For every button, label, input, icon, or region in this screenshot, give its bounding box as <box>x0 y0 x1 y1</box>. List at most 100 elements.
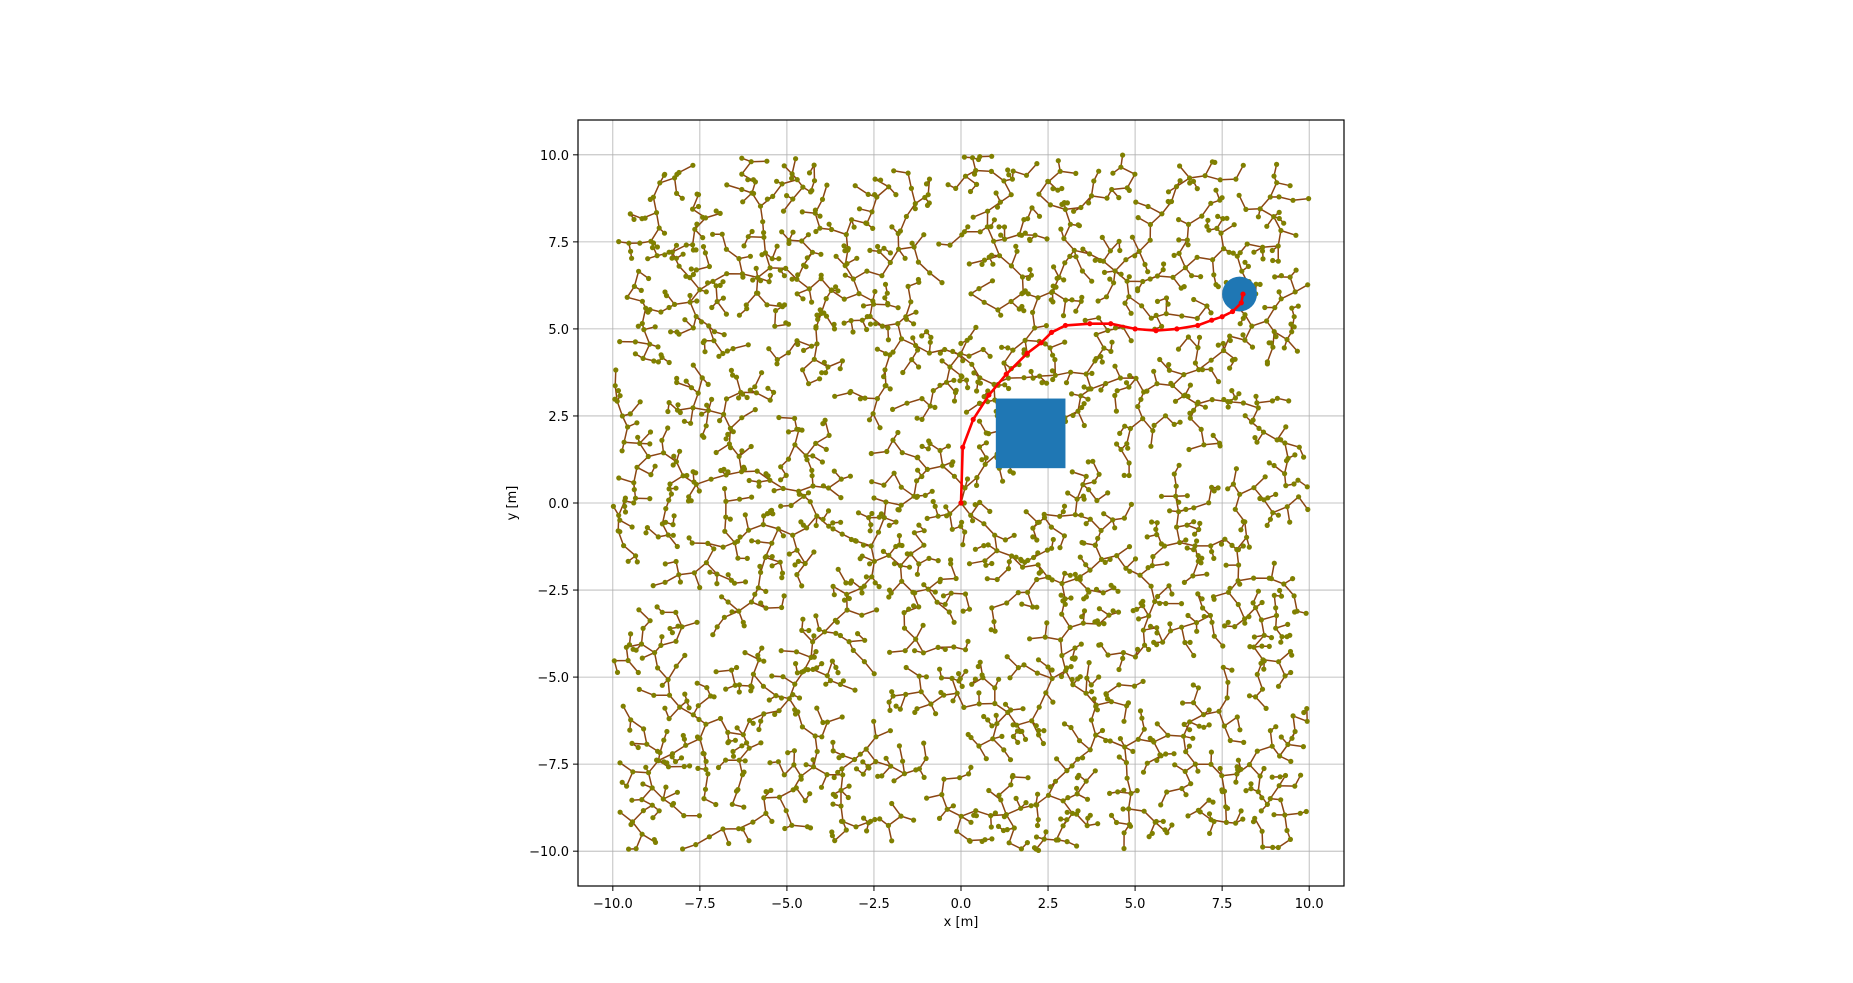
tree-node <box>773 308 779 314</box>
tree-node <box>1173 483 1179 489</box>
tree-node <box>1220 340 1226 347</box>
tree-node <box>799 669 805 675</box>
tree-node <box>979 838 985 845</box>
tree-node <box>1107 276 1113 282</box>
tree-node <box>1176 237 1182 243</box>
tree-node <box>1025 589 1031 595</box>
tree-node <box>662 705 668 711</box>
tree-node <box>1069 391 1075 397</box>
tree-node <box>662 252 668 258</box>
tree-node <box>940 593 947 599</box>
tree-node <box>1048 297 1054 303</box>
tree-node <box>769 673 775 679</box>
tree-node <box>818 272 824 278</box>
tree-node <box>740 391 746 397</box>
tree-node <box>807 791 813 797</box>
tree-node <box>670 532 676 538</box>
tree-node <box>683 242 689 248</box>
tree-node <box>857 396 864 402</box>
tree-node <box>868 543 874 549</box>
tree-node <box>617 517 623 523</box>
tree-node <box>772 711 778 718</box>
tree-node <box>1062 339 1068 345</box>
tree-node <box>1289 329 1295 335</box>
tree-node <box>793 661 799 667</box>
tree-node <box>1047 784 1054 790</box>
tree-node <box>634 464 640 470</box>
tree-node <box>1092 257 1098 263</box>
tree-node <box>729 801 735 807</box>
tree-node <box>1141 726 1147 732</box>
tree-node <box>908 185 915 191</box>
tree-node <box>628 821 634 828</box>
tree-node <box>1122 423 1128 429</box>
tree-node <box>654 253 660 259</box>
tree-node <box>967 838 973 844</box>
tree-node <box>998 312 1004 318</box>
tree-node <box>965 638 971 645</box>
tree-node <box>667 625 673 632</box>
tree-node <box>1199 555 1205 561</box>
tree-node <box>786 240 792 246</box>
tree-node <box>887 386 893 392</box>
tree-node <box>1242 259 1248 265</box>
tree-node <box>750 819 756 825</box>
tree-node <box>1022 736 1029 743</box>
y-tick-label: 0.0 <box>548 497 569 512</box>
tree-node <box>839 766 845 772</box>
tree-node <box>813 228 819 235</box>
tree-node <box>867 247 873 253</box>
tree-node <box>713 801 719 808</box>
tree-node <box>860 759 866 765</box>
tree-node <box>758 740 764 746</box>
tree-node <box>783 320 789 326</box>
tree-node <box>1278 593 1285 599</box>
tree-node <box>1019 291 1025 297</box>
tree-node <box>1048 524 1054 530</box>
tree-node <box>1185 393 1191 399</box>
tree-node <box>794 276 800 282</box>
tree-node <box>1114 553 1120 559</box>
tree-node <box>878 177 884 183</box>
tree-node <box>759 252 765 258</box>
tree-node <box>1180 733 1187 739</box>
tree-node <box>812 733 818 739</box>
tree-node <box>891 778 897 784</box>
tree-node <box>958 813 964 819</box>
tree-node <box>1006 559 1012 565</box>
tree-node <box>811 633 817 639</box>
tree-node <box>619 448 625 454</box>
tree-node <box>752 407 758 413</box>
tree-node <box>1254 400 1260 406</box>
tree-node <box>749 538 755 544</box>
tree-node <box>806 627 812 634</box>
tree-node <box>1052 372 1058 378</box>
circle-obstacle <box>1222 276 1257 312</box>
tree-node <box>663 519 669 525</box>
tree-node <box>1165 732 1171 738</box>
tree-node <box>758 278 764 284</box>
tree-node <box>1182 265 1188 271</box>
tree-node <box>1306 196 1312 202</box>
tree-node <box>1096 168 1102 174</box>
tree-node <box>831 326 838 332</box>
tree-node <box>614 669 621 676</box>
tree-node <box>1199 213 1205 219</box>
tree-node <box>776 256 782 262</box>
tree-node <box>756 726 762 733</box>
tree-node <box>924 466 931 472</box>
tree-node <box>1127 425 1133 432</box>
tree-node <box>1211 555 1217 562</box>
tree-node <box>679 624 685 630</box>
tree-node <box>674 190 680 196</box>
tree-node <box>694 221 700 227</box>
tree-node <box>1014 728 1021 734</box>
tree-node <box>711 329 718 335</box>
tree-node <box>1253 393 1259 399</box>
tree-node <box>1025 216 1031 222</box>
tree-node <box>1086 660 1092 666</box>
tree-node <box>824 673 830 679</box>
tree-node <box>723 514 729 520</box>
tree-node <box>802 798 808 804</box>
tree-node <box>1010 772 1016 779</box>
